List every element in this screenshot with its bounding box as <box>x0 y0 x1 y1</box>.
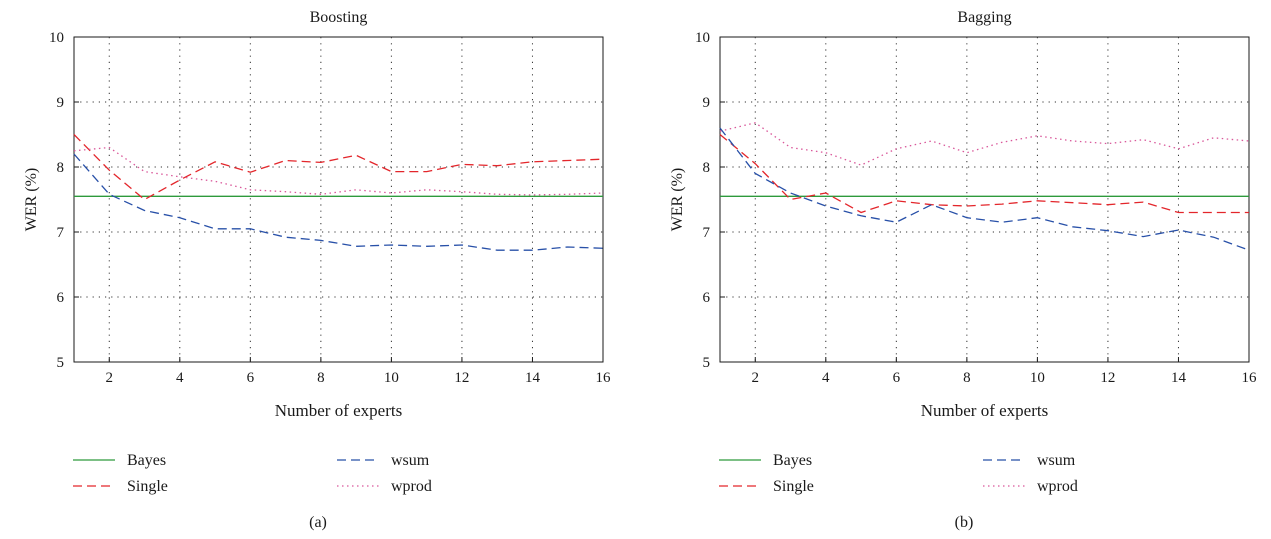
chart-title: Boosting <box>310 9 368 26</box>
series-line-single <box>719 133 1249 214</box>
figure-caption: (a) <box>309 514 327 531</box>
chart-panel-boosting: 2 4 6 8 10 12 14 16 5 6 7 8 9 10 Boosting Number of exp… <box>23 9 611 531</box>
x-tick-label: 8 <box>963 370 971 386</box>
legend-label-wsum: wsum <box>1037 452 1076 469</box>
x-axis-label: Number of experts <box>275 401 402 420</box>
y-tick-label: 6 <box>57 290 65 306</box>
x-tick-label: 8 <box>317 370 325 386</box>
legend-label-wprod: wprod <box>391 478 432 495</box>
y-tick-label: 5 <box>57 355 65 371</box>
legend-label-bayes: Bayes <box>127 452 166 469</box>
figure-caption: (b) <box>955 514 974 531</box>
x-tick-label: 12 <box>454 370 469 386</box>
plot-area <box>719 36 1250 363</box>
x-tick-label: 14 <box>525 370 541 386</box>
x-tick-label: 4 <box>176 370 184 386</box>
x-tick-label: 16 <box>1242 370 1258 386</box>
legend: Bayes Single wsum wprod <box>73 452 432 495</box>
x-tick-label: 10 <box>384 370 399 386</box>
series-line-single <box>73 134 604 201</box>
x-tick-label: 12 <box>1100 370 1115 386</box>
x-tick-label: 6 <box>247 370 255 386</box>
y-tick-label: 7 <box>57 225 65 241</box>
legend-label-bayes: Bayes <box>773 452 812 469</box>
y-tick-label: 9 <box>57 95 65 111</box>
x-tick-label: 2 <box>106 370 114 386</box>
legend-label-wprod: wprod <box>1037 478 1078 495</box>
y-tick-label: 8 <box>57 160 65 176</box>
y-axis-label: WER (%) <box>23 168 40 232</box>
x-tick-label: 16 <box>596 370 612 386</box>
y-tick-label: 10 <box>49 30 64 46</box>
x-axis-label: Number of experts <box>921 401 1048 420</box>
legend-label-single: Single <box>127 478 168 495</box>
series-line-wprod <box>73 146 604 196</box>
y-tick-label: 5 <box>703 355 711 371</box>
series-line-wsum <box>719 127 1250 251</box>
legend-label-wsum: wsum <box>391 452 430 469</box>
chart-title: Bagging <box>957 9 1011 26</box>
grid <box>74 37 603 362</box>
series-group <box>719 122 1250 251</box>
plot-area <box>73 36 604 363</box>
legend-label-single: Single <box>773 478 814 495</box>
chart-panel-bagging: 2 4 6 8 10 12 14 16 5 6 7 8 9 10 Bagging Number of expe… <box>669 9 1257 531</box>
series-line-wsum <box>73 153 604 251</box>
y-tick-label: 6 <box>703 290 711 306</box>
y-axis-label: WER (%) <box>669 168 686 232</box>
x-tick-label: 10 <box>1030 370 1045 386</box>
x-tick-label: 14 <box>1171 370 1187 386</box>
x-tick-label: 6 <box>893 370 901 386</box>
x-tick-label: 4 <box>822 370 830 386</box>
y-tick-label: 7 <box>703 225 711 241</box>
y-tick-label: 10 <box>695 30 710 46</box>
y-tick-label: 8 <box>703 160 711 176</box>
x-tick-label: 2 <box>752 370 760 386</box>
grid <box>720 37 1249 362</box>
y-tick-label: 9 <box>703 95 711 111</box>
legend: Bayes Single wsum wprod <box>719 452 1078 495</box>
series-group <box>73 134 604 251</box>
